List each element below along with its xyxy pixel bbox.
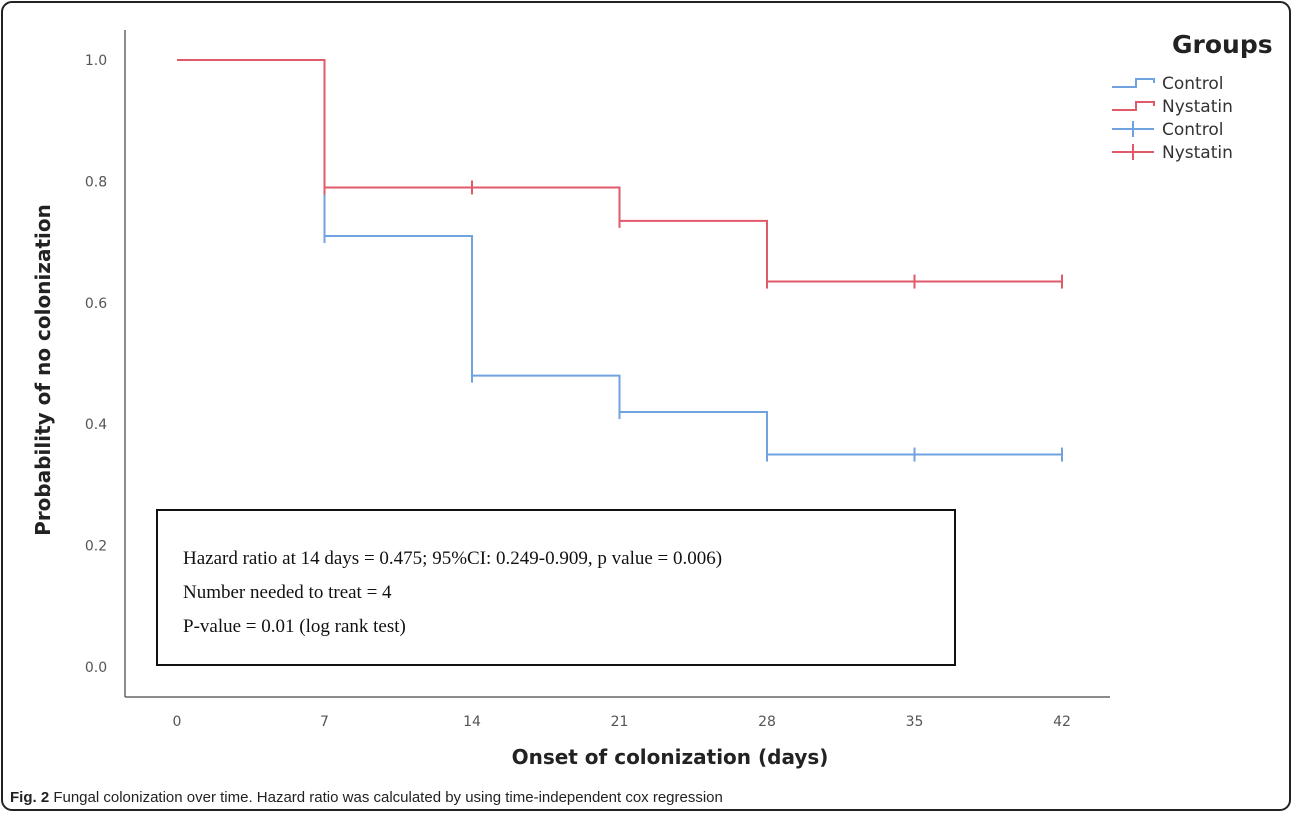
x-tick-label: 0	[173, 714, 182, 730]
annotation-border	[156, 509, 956, 666]
y-tick-label: 0.2	[85, 539, 107, 555]
y-axis-title: Probability of no colonization	[31, 204, 55, 536]
survival-curve-control	[177, 59, 1062, 456]
x-tick-label: 28	[758, 714, 776, 730]
legend-entries: Control Nystatin Control Nystatin	[1112, 74, 1233, 163]
y-tick-label: 0.8	[85, 174, 107, 190]
x-tick-label: 42	[1053, 714, 1071, 730]
legend-label: Control	[1162, 74, 1223, 94]
axes	[124, 30, 1110, 698]
legend-step-symbol	[1112, 101, 1155, 111]
legend-label: Nystatin	[1162, 97, 1233, 117]
x-tick-label: 7	[320, 714, 329, 730]
caption-label: Fig. 2	[10, 789, 50, 806]
series-nystatin	[177, 59, 1063, 289]
annotation-line-3: P-value = 0.01 (log rank test)	[183, 616, 406, 637]
caption-text: Fungal colonization over time. Hazard ra…	[49, 789, 723, 806]
legend-entry: Nystatin	[1112, 143, 1233, 163]
legend-title: Groups	[1172, 30, 1273, 59]
legend-entry: Nystatin	[1112, 97, 1233, 117]
y-tick-label: 1.0	[85, 53, 107, 69]
legend-entry: Control	[1112, 74, 1223, 94]
legend-label: Nystatin	[1162, 143, 1233, 163]
legend-step-symbol	[1112, 78, 1155, 88]
x-ticks: 0 7 14 21 28 35 42	[173, 714, 1071, 730]
survival-curve-nystatin	[177, 59, 1062, 283]
series-layer	[177, 59, 1063, 462]
x-tick-label: 21	[611, 714, 629, 730]
y-tick-label: 0.6	[85, 296, 107, 312]
legend-entry: Control	[1112, 120, 1223, 140]
legend: Groups Control Nystatin Control Nystatin	[1112, 30, 1273, 163]
series-control	[177, 59, 1063, 462]
annotation-box: Hazard ratio at 14 days = 0.475; 95%CI: …	[156, 509, 956, 666]
y-tick-label: 0.0	[85, 660, 107, 676]
figure-caption: Fig. 2 Fungal colonization over time. Ha…	[10, 789, 1280, 806]
y-tick-label: 0.4	[85, 417, 107, 433]
x-tick-label: 35	[906, 714, 924, 730]
x-tick-label: 14	[463, 714, 481, 730]
x-axis-title: Onset of colonization (days)	[512, 745, 829, 769]
legend-label: Control	[1162, 120, 1223, 140]
annotation-line-1: Hazard ratio at 14 days = 0.475; 95%CI: …	[183, 548, 722, 569]
y-ticks: 0.0 0.2 0.4 0.6 0.8 1.0	[85, 53, 107, 676]
annotation-line-2: Number needed to treat = 4	[183, 582, 392, 603]
